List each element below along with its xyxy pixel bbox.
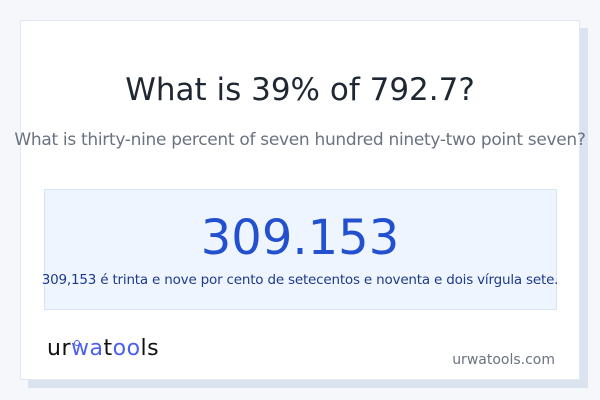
result-value: 309.153 [200, 210, 400, 266]
page-subtitle: What is thirty-nine percent of seven hun… [14, 130, 586, 150]
page-title: What is 39% of 792.7? [125, 72, 475, 108]
logo[interactable]: urwatools [47, 336, 159, 361]
logo-part: ls [140, 336, 160, 361]
logo-part: t [103, 336, 113, 361]
logo-part: oo [112, 336, 141, 361]
result-words: 309,153 é trinta e nove por cento de set… [41, 272, 559, 288]
result-box [44, 189, 557, 310]
logo-ring-icon [74, 340, 80, 346]
site-link[interactable]: urwatools.com [452, 352, 555, 368]
logo-part: ur [47, 336, 71, 361]
